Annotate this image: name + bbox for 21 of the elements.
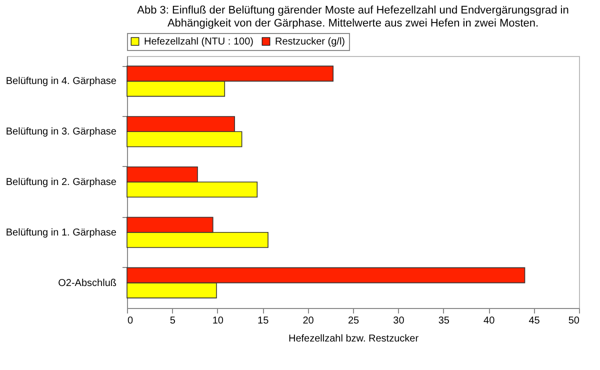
y-tick-label: Belüftung in 3. Gärphase — [6, 126, 117, 138]
x-tick-label: 10 — [212, 316, 224, 326]
x-tick-label: 5 — [170, 316, 176, 326]
x-tick-label: 30 — [393, 316, 405, 326]
text: Abb 3: Einfluß der Belüftung gärender Moste auf Hefezellzahl und Endvergärungsgrad in — [137, 4, 569, 16]
x-tick-label: 45 — [528, 316, 540, 326]
y-tick-label: Belüftung in 2. Gärphase — [6, 177, 117, 188]
text: Abhängigkeit von der Gärphase. Mittelwerte aus zwei Hefen in zwei Mosten. — [167, 18, 539, 30]
y-tick-label: Belüftung in 4. Gärphase — [6, 76, 117, 88]
legend-label: Hefezellzahl (NTU : 100) — [144, 36, 254, 48]
x-tick-label: 15 — [258, 316, 270, 326]
x-tick-label: 50 — [568, 316, 580, 326]
x-tick-label: 40 — [484, 316, 496, 326]
x-tick-label: 35 — [438, 316, 450, 326]
y-tick-label: O2-Abschluß — [58, 278, 116, 289]
x-tick-label: 20 — [302, 316, 314, 326]
x-tick-label: 0 — [128, 316, 134, 326]
legend-label: Restzucker (g/l) — [275, 36, 346, 48]
x-axis-title: Hefezellzahl bzw. Restzucker — [288, 334, 420, 344]
x-tick-label: 25 — [348, 316, 360, 326]
y-tick-label: Belüftung in 1. Gärphase — [6, 227, 117, 238]
